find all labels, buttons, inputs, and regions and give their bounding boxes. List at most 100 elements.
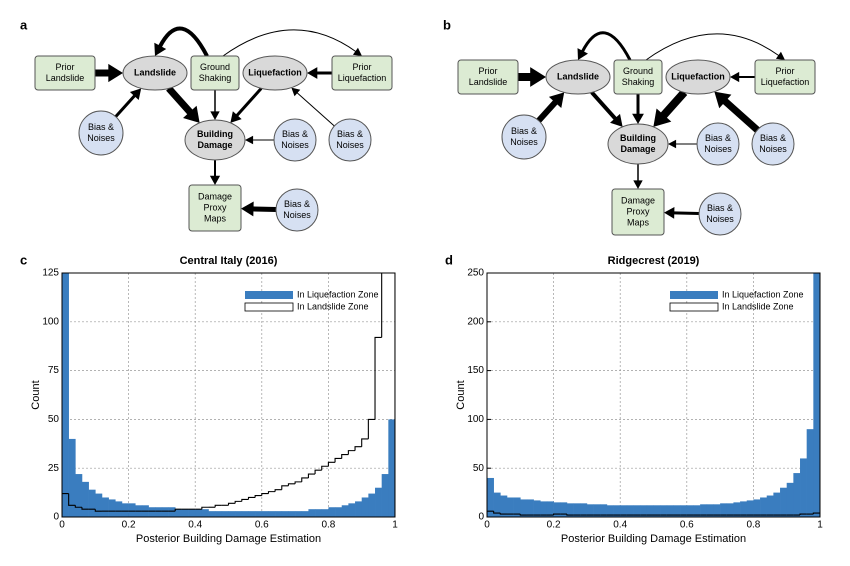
step-segment (247, 496, 256, 500)
bar (593, 504, 601, 517)
legend-label: In Landslide Zone (297, 301, 369, 311)
bar (626, 505, 634, 517)
y-tick-label: 0 (478, 512, 484, 523)
legend-swatch (244, 302, 294, 312)
node-label: Prior (775, 66, 794, 76)
step-segment (214, 504, 222, 508)
panel-label: c (20, 252, 27, 267)
step-segment (294, 481, 302, 484)
bar (720, 503, 728, 517)
edge (722, 98, 760, 133)
bar (546, 501, 554, 517)
bar (241, 511, 249, 517)
bar (653, 505, 661, 517)
x-tick-label: 0.2 (122, 520, 136, 531)
arrow-head (183, 105, 200, 123)
step-segment (74, 505, 82, 508)
edge (536, 99, 558, 123)
bar (201, 509, 209, 517)
legend-swatch (245, 291, 293, 299)
arrow-head (714, 91, 732, 109)
axes-frame (486, 272, 821, 518)
bar (368, 493, 376, 517)
bar (188, 509, 196, 517)
step-segment (374, 336, 382, 420)
arrow-head (653, 108, 672, 127)
node-label: Building (620, 133, 656, 143)
node-label: Bias & (282, 129, 308, 139)
legend-label: In Liquefaction Zone (722, 289, 804, 299)
edge (296, 91, 335, 127)
step-segment (354, 446, 362, 451)
bar (740, 501, 748, 517)
node-label: Bias & (707, 203, 733, 213)
bar (706, 504, 714, 517)
step-segment (62, 493, 69, 517)
bar (268, 511, 276, 517)
node-label: Bias & (705, 133, 731, 143)
bar (248, 511, 256, 517)
node-ellipse (275, 188, 319, 232)
bar (255, 511, 263, 517)
bar (328, 507, 336, 517)
node-ellipse (698, 192, 742, 236)
bar (81, 481, 89, 517)
arrow-head (633, 180, 643, 189)
bar (315, 509, 323, 517)
node-label: Noises (87, 133, 115, 143)
bar (680, 505, 688, 517)
node-label: Noises (336, 140, 364, 150)
bar (726, 503, 734, 517)
bar (533, 500, 541, 517)
node-label: Prior (55, 62, 74, 72)
node-ellipse (273, 118, 317, 162)
bar (553, 502, 561, 517)
step-segment (334, 457, 342, 463)
node-label: Damage (198, 191, 232, 201)
arrow-head (241, 201, 254, 217)
bar (361, 497, 369, 517)
y-tick-label: 125 (42, 268, 59, 279)
legend-label: In Liquefaction Zone (297, 289, 379, 299)
arrow-head (668, 139, 677, 149)
node-box (754, 59, 816, 95)
bar (673, 505, 681, 517)
step-segment (68, 493, 76, 506)
node-label: Noises (283, 210, 311, 220)
bar (388, 419, 395, 517)
bar (348, 503, 356, 517)
step-segment (234, 500, 242, 504)
bar (101, 497, 109, 517)
node-label: Liquefaction (761, 77, 810, 87)
step-segment (519, 514, 527, 516)
node-label: Bias & (760, 133, 786, 143)
step-segment (227, 502, 236, 506)
plot-area (62, 273, 395, 517)
legend-swatch (669, 302, 719, 312)
diagram: aPriorLandslideLandslideGroundShakingLiq… (20, 17, 393, 232)
bar (161, 507, 169, 517)
edge (166, 86, 194, 115)
bar (115, 501, 123, 517)
bar (686, 505, 694, 517)
step-segment (367, 418, 376, 439)
step-segment (566, 514, 574, 516)
bar (746, 500, 754, 517)
bar (288, 511, 296, 517)
bar (800, 458, 807, 517)
step-segment (314, 469, 322, 475)
node-label: Ground (200, 62, 230, 72)
bar (235, 511, 243, 517)
y-tick-label: 100 (467, 414, 484, 425)
bar (560, 502, 568, 517)
step-segment (327, 461, 336, 467)
y-tick-label: 250 (467, 268, 484, 279)
step-segment (307, 473, 316, 478)
node-label: Landslide (469, 77, 508, 87)
step-segment (341, 453, 349, 459)
bar (295, 511, 303, 517)
y-tick-label: 150 (467, 365, 484, 376)
panel-label: b (443, 17, 451, 32)
bar (813, 273, 820, 517)
